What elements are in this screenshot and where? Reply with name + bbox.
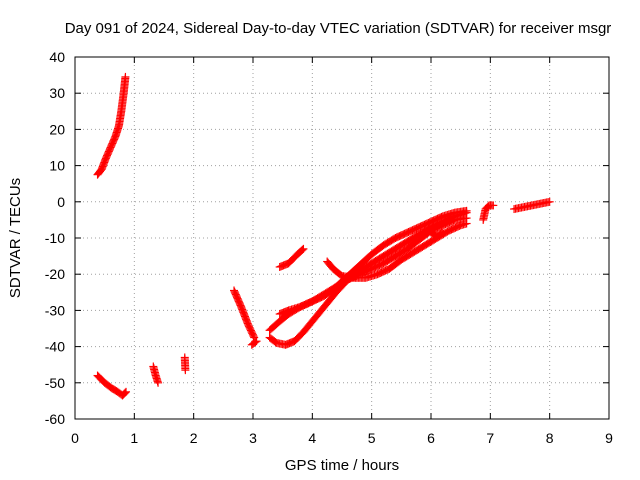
x-tick-label-7: 7: [486, 430, 494, 446]
data-point: [437, 229, 446, 238]
grid-lines: [75, 57, 609, 419]
y-tick-label-0: -60: [45, 411, 65, 427]
x-tick-label-4: 4: [308, 430, 316, 446]
y-tick-label-8: 20: [49, 121, 65, 137]
data-point: [121, 72, 130, 81]
data-point: [122, 387, 131, 396]
data-point: [181, 366, 190, 375]
data-point: [120, 389, 129, 398]
y-tick-label-2: -40: [45, 339, 65, 355]
data-point: [438, 228, 447, 237]
y-axis-ticks: -60 -50 -40 -30 -20 -10 0 10 20 30 40: [45, 49, 609, 427]
y-tick-label-10: 40: [49, 49, 65, 65]
x-axis-ticks: 0 1 2 3 4 5 6 7 8 9: [71, 57, 613, 446]
data-point: [251, 338, 260, 347]
x-tick-label-0: 0: [71, 430, 79, 446]
y-axis-label: SDTVAR / TECUs: [7, 178, 24, 298]
x-axis-label: GPS time / hours: [285, 457, 399, 474]
x-tick-label-3: 3: [249, 430, 257, 446]
y-tick-label-4: -20: [45, 266, 65, 282]
data-point: [252, 337, 261, 346]
data-point: [154, 378, 163, 387]
data-point: [298, 245, 307, 254]
data-point: [297, 246, 306, 255]
y-tick-label-1: -50: [45, 375, 65, 391]
data-point: [545, 197, 554, 206]
x-tick-label-5: 5: [368, 430, 376, 446]
x-tick-label-8: 8: [546, 430, 554, 446]
x-tick-label-9: 9: [605, 430, 613, 446]
data-point: [462, 219, 471, 228]
data-points: [93, 72, 554, 400]
y-tick-label-7: 10: [49, 158, 65, 174]
data-point: [299, 244, 308, 253]
y-tick-label-9: 30: [49, 85, 65, 101]
x-tick-label-6: 6: [427, 430, 435, 446]
data-point: [121, 388, 130, 397]
x-tick-label-2: 2: [190, 430, 198, 446]
data-point: [489, 201, 498, 210]
x-tick-label-1: 1: [130, 430, 138, 446]
y-tick-label-6: 0: [57, 194, 65, 210]
data-point: [249, 332, 258, 341]
y-tick-label-5: -10: [45, 230, 65, 246]
y-tick-label-3: -30: [45, 302, 65, 318]
data-point: [462, 206, 471, 215]
chart-title: Day 091 of 2024, Sidereal Day-to-day VTE…: [65, 20, 612, 37]
